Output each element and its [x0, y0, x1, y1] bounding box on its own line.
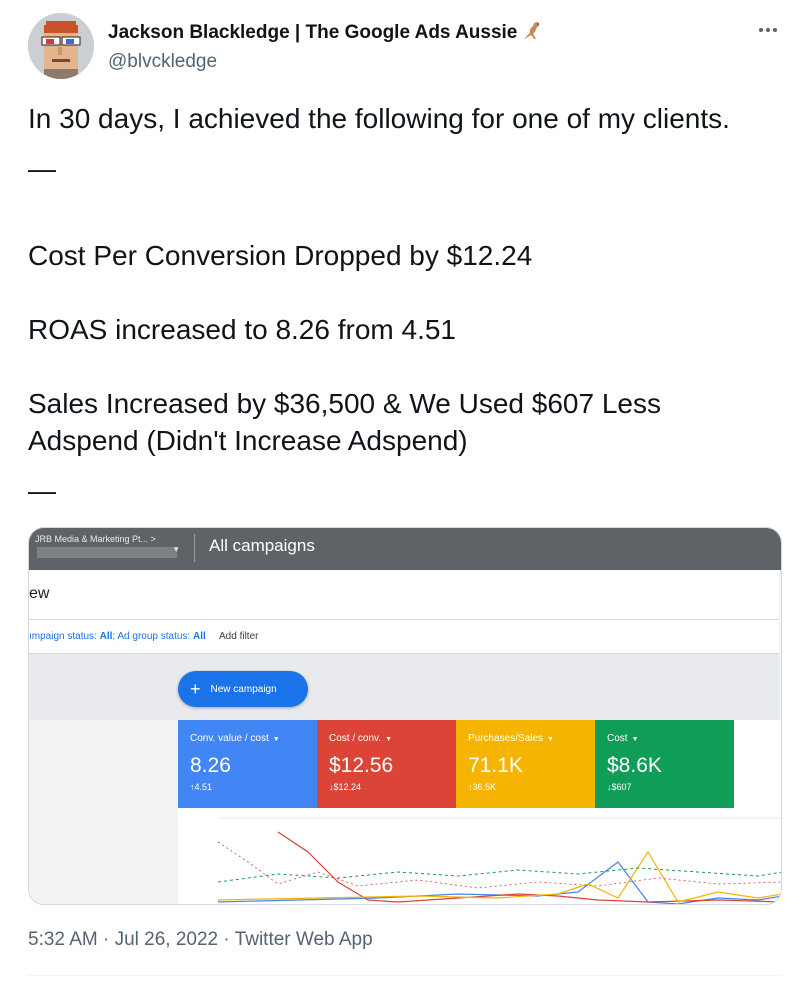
- view-row: ew: [29, 570, 779, 620]
- series-line-red: [277, 831, 781, 903]
- page-title: All campaigns: [209, 536, 315, 555]
- scorecard-delta: ↑36.5K: [468, 782, 497, 792]
- scorecard-label: Cost: [607, 733, 628, 744]
- performance-panel: Conv. value / cost ▼ 8.26 ↑4.51 Cost / co…: [178, 720, 781, 904]
- scorecard-cost-per-conv: Cost / conv. ▼ $12.56 ↓$12.24: [317, 720, 456, 808]
- view-label: ew: [29, 585, 50, 602]
- display-name-row[interactable]: Jackson Blackledge | The Google Ads Auss…: [108, 19, 545, 47]
- series-line-green: [217, 867, 781, 883]
- ads-header: JRB Media & Marketing Pt... > ▾ All camp…: [29, 528, 781, 570]
- kangaroo-icon: [523, 19, 545, 47]
- dropdown-icon: ▼: [547, 736, 554, 743]
- scorecard-label: Cost / conv.: [329, 733, 382, 744]
- performance-chart: [217, 817, 781, 904]
- new-campaign-button: + New campaign: [178, 671, 308, 707]
- plus-icon: +: [190, 679, 201, 699]
- tweet-line: Sales Increased by $36,500 & We Used $60…: [28, 388, 661, 456]
- tweet-timestamp[interactable]: 5:32 AM · Jul 26, 2022 · Twitter Web App: [28, 929, 373, 950]
- scorecard-delta: ↓$12.24: [329, 782, 362, 792]
- display-name[interactable]: Jackson Blackledge | The Google Ads Auss…: [108, 22, 518, 43]
- caret-down-icon: ▾: [174, 544, 179, 554]
- scorecard-value: 71.1K: [468, 754, 523, 777]
- tweet-line: In 30 days, I achieved the following for…: [28, 103, 730, 134]
- tweet-line: —: [28, 475, 56, 506]
- scorecard-cost: Cost ▼ $8.6K ↓$607: [595, 720, 734, 808]
- ads-body: + New campaign Conv. value / cost ▼ 8.26 …: [29, 654, 781, 904]
- status-filter: ımpaign status: All; Ad group status: Al…: [29, 631, 206, 642]
- scorecard-value: $12.56: [329, 754, 394, 777]
- tweet-text: In 30 days, I achieved the following for…: [28, 100, 768, 509]
- scorecard-value: 8.26: [190, 754, 231, 777]
- divider: [28, 975, 782, 976]
- toolbar-strip: + New campaign: [29, 654, 779, 720]
- tweet-line: —: [28, 153, 56, 184]
- scorecard-delta: ↑4.51: [190, 782, 213, 792]
- series-line-yellow: [217, 850, 781, 903]
- header-divider: [194, 534, 195, 562]
- new-campaign-label: New campaign: [210, 683, 277, 695]
- account-name: JRB Media & Marketing Pt... >: [35, 534, 156, 544]
- author-block: Jackson Blackledge | The Google Ads Auss…: [108, 19, 545, 73]
- dropdown-icon: ▼: [631, 736, 639, 743]
- scorecard-label: Conv. value / cost: [190, 733, 269, 744]
- more-options-icon[interactable]: [756, 20, 780, 40]
- dropdown-icon: ▼: [272, 736, 280, 743]
- add-filter: Add filter: [219, 631, 259, 642]
- redacted-account-id: [37, 547, 177, 558]
- scorecard-label: Purchases/Sales: [468, 733, 544, 744]
- tweet-image[interactable]: JRB Media & Marketing Pt... > ▾ All camp…: [28, 527, 782, 905]
- scorecard-conv-value-cost: Conv. value / cost ▼ 8.26 ↑4.51: [178, 720, 317, 808]
- avatar[interactable]: [28, 13, 94, 79]
- scorecard-delta: ↓$607: [607, 782, 632, 792]
- filter-row: ımpaign status: All; Ad group status: Al…: [29, 620, 779, 654]
- dropdown-icon: ▼: [385, 736, 392, 743]
- scorecard-value: $8.6K: [607, 754, 662, 777]
- scorecard-purchases-sales: Purchases/Sales ▼ 71.1K ↑36.5K: [456, 720, 595, 808]
- tweet-line: ROAS increased to 8.26 from 4.51: [28, 314, 456, 345]
- handle[interactable]: @blvckledge: [108, 51, 218, 72]
- tweet-line: Cost Per Conversion Dropped by $12.24: [28, 240, 533, 271]
